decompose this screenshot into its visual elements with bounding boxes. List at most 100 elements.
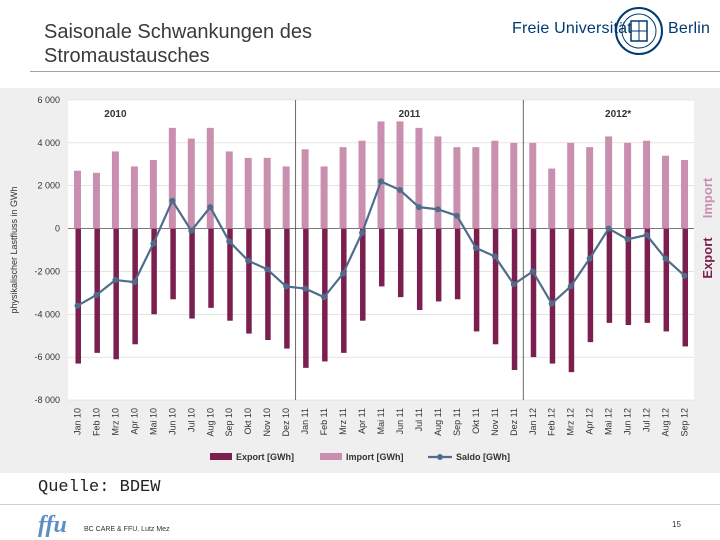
import-bar bbox=[282, 166, 290, 229]
export-bar bbox=[113, 228, 119, 360]
saldo-point bbox=[510, 281, 517, 288]
import-bar bbox=[681, 160, 689, 229]
x-tick-label: Apr 10 bbox=[129, 408, 139, 435]
saldo-point bbox=[283, 283, 290, 290]
export-bar bbox=[530, 228, 537, 358]
x-tick-label: Sep 10 bbox=[224, 408, 234, 437]
x-tick-label: Dez 10 bbox=[281, 408, 291, 437]
import-bar bbox=[624, 142, 632, 229]
legend-export-swatch bbox=[210, 453, 232, 460]
export-bar bbox=[170, 228, 176, 300]
export-bar bbox=[416, 228, 423, 310]
x-tick-label: Aug 10 bbox=[205, 408, 215, 437]
import-bar bbox=[225, 151, 233, 229]
x-tick-label: Aug 11 bbox=[433, 408, 443, 436]
legend-export-label: Export [GWh] bbox=[236, 452, 294, 462]
source-note: Quelle: BDEW bbox=[38, 478, 161, 497]
saldo-point bbox=[681, 272, 688, 279]
y-tick-label: 0 bbox=[55, 224, 60, 234]
chart-container: 6 000 4 000 2 000 0 -2 000 -4 000 -6 000 -8 000… bbox=[0, 88, 720, 473]
saldo-point bbox=[112, 277, 119, 283]
import-bar bbox=[396, 121, 404, 229]
saldo-point bbox=[567, 283, 574, 290]
import-bar bbox=[662, 155, 670, 229]
import-bar bbox=[73, 170, 81, 229]
export-bar bbox=[663, 228, 670, 332]
legend-import-label: Import [GWh] bbox=[346, 452, 404, 462]
saldo-point bbox=[150, 240, 157, 247]
x-tick-label: Jun 10 bbox=[167, 408, 177, 435]
export-bar bbox=[568, 228, 575, 373]
legend-saldo-marker bbox=[437, 454, 443, 460]
import-bar bbox=[339, 147, 347, 229]
saldo-point bbox=[378, 178, 384, 185]
import-bar bbox=[358, 140, 366, 229]
year-label: 2011 bbox=[399, 109, 421, 120]
saldo-point bbox=[643, 232, 650, 238]
export-bar bbox=[625, 228, 632, 325]
import-bar bbox=[472, 147, 480, 229]
saldo-point bbox=[548, 300, 555, 307]
export-bar bbox=[208, 228, 214, 308]
saldo-point bbox=[396, 187, 403, 193]
x-tick-label: Mai 11 bbox=[376, 408, 386, 434]
y-tick-label: -2 000 bbox=[34, 266, 60, 276]
page-title: Saisonale Schwankungen des Stromaustausc… bbox=[44, 21, 312, 67]
saldo-point bbox=[207, 204, 214, 211]
x-tick-label: Mai 12 bbox=[604, 408, 614, 435]
x-tick-label: Jan 11 bbox=[300, 408, 310, 434]
x-tick-label: Jan 10 bbox=[72, 408, 82, 435]
x-tick-label: Jul 11 bbox=[414, 408, 424, 431]
import-bar bbox=[244, 157, 252, 229]
x-tick-label: Okt 11 bbox=[471, 408, 481, 434]
saldo-point bbox=[662, 255, 669, 262]
x-tick-label: Nov 11 bbox=[490, 408, 500, 436]
university-name: Freie Universität bbox=[512, 20, 632, 37]
export-bar bbox=[379, 228, 385, 287]
saldo-point bbox=[586, 255, 593, 262]
x-tick-label: Apr 12 bbox=[585, 408, 595, 435]
import-side-label: Import bbox=[700, 177, 715, 218]
x-tick-label: Sep 12 bbox=[680, 408, 690, 437]
x-tick-label: Mai 10 bbox=[148, 408, 158, 435]
import-bar bbox=[92, 172, 100, 229]
x-tick-label: Jun 12 bbox=[623, 408, 633, 435]
x-tick-label: Nov 10 bbox=[262, 408, 272, 437]
export-bar bbox=[454, 228, 461, 300]
export-bar bbox=[151, 228, 157, 315]
x-tick-label: Apr 11 bbox=[357, 408, 367, 434]
import-bar bbox=[548, 168, 556, 229]
export-bar bbox=[473, 228, 480, 332]
saldo-point bbox=[321, 294, 328, 301]
x-tick-label: Feb 12 bbox=[547, 408, 557, 436]
saldo-point bbox=[529, 268, 536, 275]
y-tick-label: -6 000 bbox=[34, 352, 60, 362]
x-tick-label: Okt 10 bbox=[243, 408, 253, 435]
export-bar bbox=[397, 228, 404, 298]
import-bar bbox=[111, 151, 119, 229]
x-tick-label: Mrz 10 bbox=[110, 408, 120, 436]
x-tick-label: Feb 11 bbox=[319, 408, 329, 435]
import-bar bbox=[206, 127, 214, 229]
x-tick-label: Feb 10 bbox=[91, 408, 101, 436]
import-bar bbox=[434, 136, 442, 229]
legend-import-swatch bbox=[320, 453, 342, 460]
y-tick-label: 2 000 bbox=[37, 181, 60, 191]
y-tick-label: -8 000 bbox=[34, 395, 60, 405]
saldo-point bbox=[340, 270, 347, 277]
import-bar bbox=[510, 142, 518, 229]
x-tick-label: Sep 11 bbox=[452, 408, 462, 436]
x-tick-label: Jun 11 bbox=[395, 408, 405, 434]
export-bar bbox=[265, 228, 271, 340]
y-tick-label: -4 000 bbox=[34, 309, 60, 319]
import-bar bbox=[415, 127, 423, 229]
saldo-point bbox=[453, 212, 460, 219]
saldo-point bbox=[491, 253, 498, 260]
year-label: 2012* bbox=[605, 109, 631, 120]
import-bar bbox=[567, 142, 575, 229]
footer-credit: BC CARE & FFU. Lutz Mez bbox=[84, 526, 170, 533]
saldo-point bbox=[188, 227, 195, 234]
saldo-point bbox=[74, 302, 81, 309]
lastfluss-chart: 6 000 4 000 2 000 0 -2 000 -4 000 -6 000 -8 000… bbox=[9, 95, 715, 462]
x-tick-label: Mrz 11 bbox=[338, 408, 348, 435]
